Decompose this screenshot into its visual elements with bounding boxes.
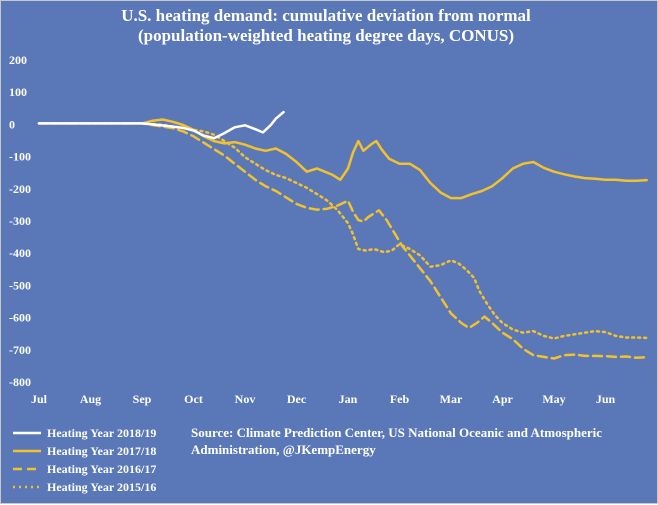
- y-tick-label: 200: [9, 53, 27, 67]
- series-line: [37, 122, 648, 340]
- chart-subtitle: (population-weighted heating degree days…: [138, 26, 514, 45]
- x-tick-label: Nov: [235, 392, 256, 406]
- x-tick-label: Mar: [440, 392, 463, 406]
- y-tick-label: -100: [9, 150, 31, 164]
- y-tick-label: -500: [9, 278, 31, 292]
- x-tick-label: Jul: [31, 392, 48, 406]
- y-tick-label: -400: [9, 246, 31, 260]
- x-axis: Jul Aug Sep Oct Nov Dec Jan Feb Mar Apr May Jun: [31, 392, 616, 406]
- legend-label: Heating Year 2015/16: [47, 480, 156, 494]
- y-tick-label: -200: [9, 182, 31, 196]
- x-tick-label: Feb: [390, 392, 410, 406]
- y-tick-label: 100: [9, 85, 27, 99]
- x-tick-label: Jan: [339, 392, 358, 406]
- x-tick-label: Oct: [184, 392, 203, 406]
- x-tick-label: Aug: [80, 392, 101, 406]
- chart-title: U.S. heating demand: cumulative deviatio…: [121, 6, 531, 25]
- y-axis: 200 100 0 -100 -200 -300 -400 -500 -600 -700 -800: [9, 53, 31, 389]
- series-line: [37, 110, 285, 140]
- plot-area: [37, 110, 648, 360]
- series-line: [37, 118, 648, 200]
- legend-label: Heating Year 2016/17: [47, 462, 156, 476]
- series-line: [37, 122, 648, 360]
- source-note-line1: Source: Climate Prediction Center, US Na…: [191, 425, 602, 440]
- source-note-line2: Administration, @JKempEnergy: [191, 442, 376, 457]
- x-tick-label: Dec: [287, 392, 307, 406]
- x-tick-label: Apr: [492, 392, 513, 406]
- x-tick-label: Jun: [596, 392, 616, 406]
- y-tick-label: -700: [9, 343, 31, 357]
- y-tick-label: 0: [9, 117, 15, 131]
- legend: Heating Year 2018/19 Heating Year 2017/18…: [13, 426, 156, 494]
- y-tick-label: -300: [9, 214, 31, 228]
- y-tick-label: -600: [9, 311, 31, 325]
- x-tick-label: May: [542, 392, 565, 406]
- y-tick-label: -800: [9, 375, 31, 389]
- legend-label: Heating Year 2017/18: [47, 444, 156, 458]
- legend-label: Heating Year 2018/19: [47, 426, 156, 440]
- x-tick-label: Sep: [133, 392, 152, 406]
